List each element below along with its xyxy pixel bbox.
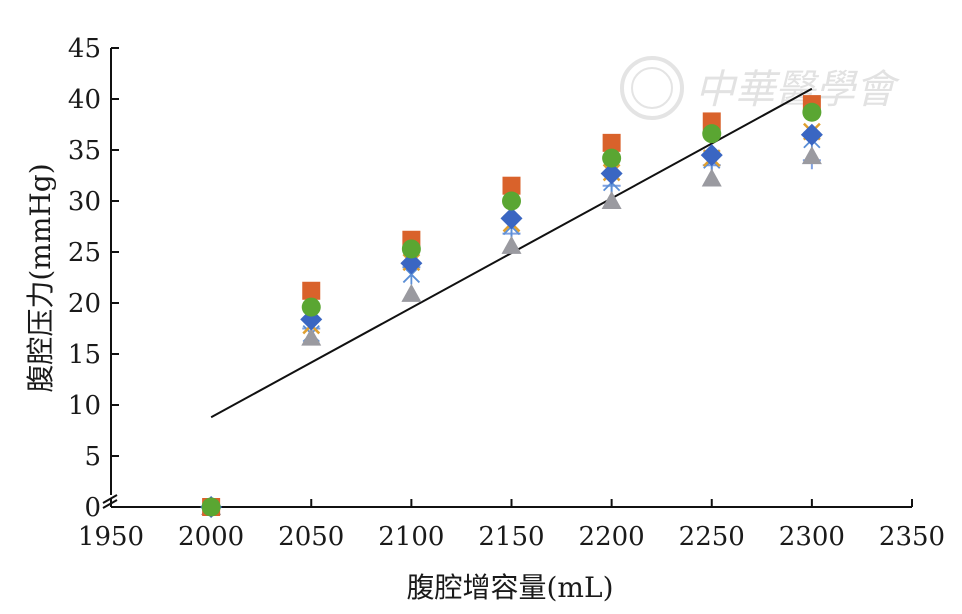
data-point-diamond bbox=[700, 144, 723, 167]
x-tick-label: 1950 bbox=[78, 522, 144, 552]
y-axis-title: 腹腔压力(mmHg) bbox=[24, 163, 57, 392]
x-tick-labels: 1950 2000 2050 2100 2150 2200 2250 2300 2350 bbox=[78, 522, 945, 552]
data-point-square bbox=[302, 281, 321, 300]
data-point-triangle bbox=[401, 283, 422, 302]
y-tick-label: 0 bbox=[84, 493, 101, 523]
axes bbox=[102, 47, 913, 509]
data-point-circle bbox=[802, 102, 822, 122]
data-points bbox=[200, 95, 823, 518]
x-tick-label: 2050 bbox=[278, 522, 344, 552]
data-point-triangle bbox=[601, 191, 622, 209]
y-tick-label: 45 bbox=[68, 34, 101, 64]
y-tick-label: 35 bbox=[68, 136, 101, 166]
x-tick-label: 2100 bbox=[378, 522, 444, 552]
y-tick-label: 30 bbox=[68, 187, 101, 217]
data-point-triangle bbox=[501, 235, 522, 254]
data-point-diamond bbox=[800, 123, 823, 146]
data-point-square bbox=[602, 133, 621, 152]
y-tick-label: 20 bbox=[68, 289, 101, 319]
y-tick-label: 25 bbox=[68, 238, 101, 268]
y-tick-label: 40 bbox=[68, 85, 101, 115]
y-tick-labels: 0 5 10 15 20 25 30 35 40 45 bbox=[68, 34, 101, 523]
data-point-circle bbox=[201, 497, 221, 517]
watermark: 中華醫學會 bbox=[620, 56, 900, 120]
data-point-diamond bbox=[600, 162, 623, 185]
data-point-triangle bbox=[801, 146, 822, 165]
data-point-circle bbox=[401, 239, 421, 259]
data-point-circle bbox=[702, 124, 722, 144]
x-tick-label: 2250 bbox=[679, 522, 745, 552]
data-point-triangle bbox=[301, 327, 322, 346]
x-axis-title: 腹腔增容量(mL) bbox=[407, 571, 614, 604]
x-tick-label: 2000 bbox=[178, 522, 244, 552]
x-tick-label: 2300 bbox=[779, 522, 845, 552]
data-point-circle bbox=[602, 148, 622, 168]
data-point-triangle bbox=[701, 168, 722, 187]
data-point-circle bbox=[301, 297, 321, 317]
data-point-square bbox=[502, 176, 521, 195]
data-point-diamond bbox=[400, 252, 423, 275]
watermark-text: 中華醫學會 bbox=[695, 67, 900, 113]
data-point-diamond bbox=[500, 207, 523, 230]
y-tick-label: 15 bbox=[68, 340, 101, 370]
y-tick-label: 5 bbox=[84, 442, 101, 472]
x-tick-label: 2150 bbox=[478, 522, 544, 552]
x-tick-label: 2350 bbox=[879, 522, 945, 552]
y-tick-label: 10 bbox=[68, 391, 101, 421]
x-tick-label: 2200 bbox=[579, 522, 645, 552]
data-point-circle bbox=[502, 191, 521, 211]
